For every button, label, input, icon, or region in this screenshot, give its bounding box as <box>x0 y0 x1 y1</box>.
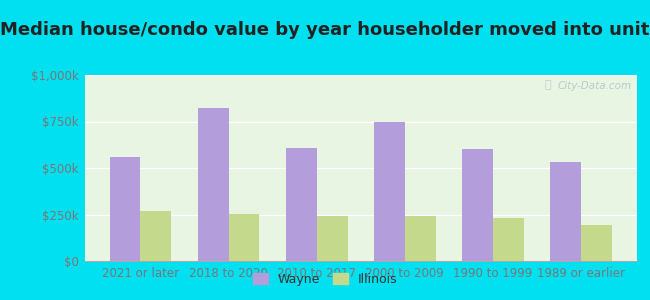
Bar <box>198 109 229 261</box>
Text: ⓘ: ⓘ <box>545 80 551 90</box>
Text: City-Data.com: City-Data.com <box>557 81 632 91</box>
Bar <box>405 216 436 261</box>
Bar <box>374 122 405 261</box>
Bar <box>140 211 172 261</box>
Bar <box>317 216 348 261</box>
Legend: Wayne, Illinois: Wayne, Illinois <box>248 268 402 291</box>
Text: Median house/condo value by year householder moved into unit: Median house/condo value by year househo… <box>0 21 650 39</box>
Bar <box>462 149 493 261</box>
Bar <box>110 157 140 261</box>
Bar <box>581 225 612 261</box>
Bar <box>550 162 581 261</box>
Bar <box>493 218 524 261</box>
Bar <box>286 148 317 261</box>
Bar <box>229 214 259 261</box>
